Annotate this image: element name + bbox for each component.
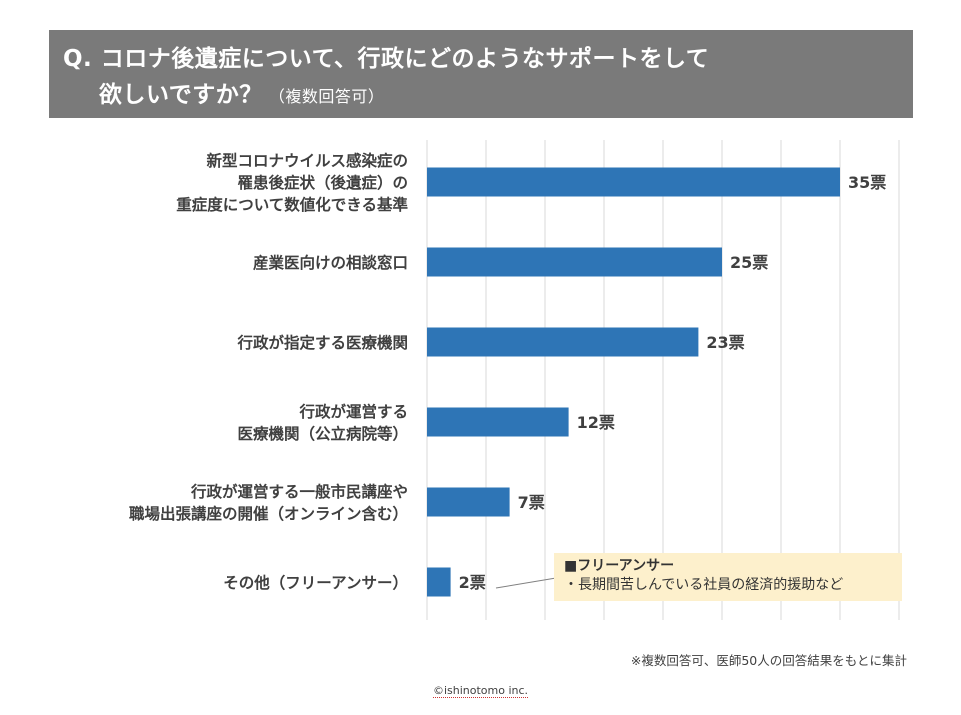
copyright-text: ©ishinotomo inc.: [432, 684, 529, 698]
bar: [427, 487, 510, 517]
category-label-line: 新型コロナウイルス感染症の: [206, 151, 408, 170]
gridlines: [426, 140, 900, 620]
category-label-line: 職場出張講座の開催（オンライン含む）: [129, 504, 408, 523]
category-label-line: 行政が運営する一般市民講座や: [190, 482, 408, 501]
category-label-line: 行政が運営する: [298, 402, 408, 421]
category-labels: 新型コロナウイルス感染症の罹患後症状（後遺症）の重症度について数値化できる基準産…: [129, 151, 409, 592]
callout-leader-line: [495, 577, 557, 589]
category-label-line: 行政が指定する医療機関: [236, 333, 408, 352]
bar: [427, 167, 840, 197]
free-answer-callout: ■フリーアンサー ・長期間苦しんでいる社員の経済的援助など: [554, 553, 902, 601]
value-labels: 35票 25票 23票 12票 7票 2票: [459, 173, 887, 592]
bars: [427, 167, 840, 597]
bar: [427, 407, 569, 437]
chart-title-note: （複数回答可）: [268, 87, 385, 106]
category-label-line: その他（フリーアンサー）: [223, 573, 408, 592]
callout-item: ・長期間苦しんでいる社員の経済的援助など: [564, 577, 844, 593]
footnote: ※複数回答可、医師50人の回答結果をもとに集計: [630, 653, 907, 668]
category-label-line: 重症度について数値化できる基準: [176, 195, 408, 214]
category-label: その他（フリーアンサー）: [223, 573, 408, 592]
chart-title-line1: Q. コロナ後遺症について、行政にどのようなサポートをして: [63, 46, 710, 72]
value-label: 12票: [577, 413, 615, 432]
copyright: ©ishinotomo inc.: [0, 684, 961, 698]
bar: [427, 247, 722, 277]
value-label: 25票: [730, 253, 768, 272]
chart-title-line2: 欲しいですか？ （複数回答可）: [99, 75, 384, 109]
category-label: 産業医向けの相談窓口: [253, 253, 408, 272]
title-banner: Q. コロナ後遺症について、行政にどのようなサポートをして 欲しいですか？ （複数…: [49, 30, 913, 118]
bar: [427, 327, 699, 357]
value-label: 2票: [459, 573, 486, 592]
value-label: 23票: [706, 333, 744, 352]
category-label-line: 罹患後症状（後遺症）の: [237, 173, 408, 192]
chart-title-line2-text: 欲しいですか？: [99, 82, 263, 108]
callout-title: ■フリーアンサー: [564, 558, 675, 574]
bar: [427, 567, 451, 597]
category-label-line: 医療機関（公立病院等）: [237, 424, 408, 443]
category-label: 行政が運営する医療機関（公立病院等）: [237, 402, 408, 443]
category-label-line: 産業医向けの相談窓口: [253, 253, 408, 272]
value-label: 35票: [848, 173, 886, 192]
category-label: 行政が運営する一般市民講座や職場出張講座の開催（オンライン含む）: [129, 482, 408, 523]
value-label: 7票: [518, 493, 545, 512]
category-label: 行政が指定する医療機関: [236, 333, 408, 352]
category-label: 新型コロナウイルス感染症の罹患後症状（後遺症）の重症度について数値化できる基準: [176, 151, 408, 214]
